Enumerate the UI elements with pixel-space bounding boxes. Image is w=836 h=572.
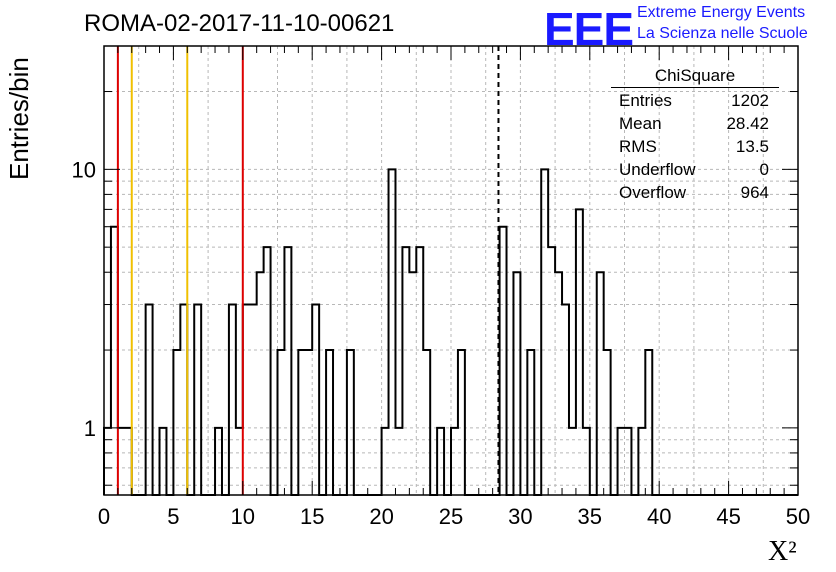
histogram-bin xyxy=(638,428,645,495)
histogram-bin xyxy=(500,227,507,495)
histogram-bin xyxy=(118,428,125,495)
histogram-bin xyxy=(416,247,423,495)
histogram-bin xyxy=(180,305,187,495)
histogram-bin xyxy=(513,272,520,495)
histogram-bin xyxy=(541,169,548,495)
histogram-bin xyxy=(597,272,604,495)
y-tick-label: 10 xyxy=(72,157,96,182)
histogram-bin xyxy=(437,428,444,495)
histogram-bin xyxy=(382,428,389,495)
histogram-bin xyxy=(451,428,458,495)
brand-line-2: La Scienza nelle Scuole xyxy=(637,25,808,42)
histogram-bin xyxy=(527,350,534,495)
histogram-bin xyxy=(618,428,625,495)
stats-row-underflow: Underflow 0 xyxy=(611,158,779,181)
histogram-bin xyxy=(576,209,583,495)
histogram-bin xyxy=(625,428,632,495)
x-tick-label: 35 xyxy=(578,504,602,529)
histogram-bin xyxy=(555,272,562,495)
histogram-bin xyxy=(243,305,250,495)
histogram-bin xyxy=(562,305,569,495)
brand-line-1: Extreme Energy Events xyxy=(637,4,806,21)
histogram-bin xyxy=(264,247,271,495)
histogram-bin xyxy=(548,247,555,495)
stats-value: 964 xyxy=(740,183,769,202)
histogram-bin xyxy=(312,305,319,495)
stats-box: ChiSquare Entries 1202 Mean 28.42 RMS 13.5 … xyxy=(611,66,779,204)
histogram-bin xyxy=(458,350,465,495)
x-tick-label: 25 xyxy=(439,504,463,529)
stats-row-entries: Entries 1202 xyxy=(611,89,779,112)
stats-label: Entries xyxy=(619,91,672,110)
stats-value: 1202 xyxy=(731,91,769,110)
histogram-bin xyxy=(298,350,305,495)
chart-title: ROMA-02-2017-11-10-00621 xyxy=(84,10,395,37)
stats-row-rms: RMS 13.5 xyxy=(611,135,779,158)
stats-label: Underflow xyxy=(619,160,696,179)
stats-value: 28.42 xyxy=(726,114,769,133)
histogram-bin xyxy=(250,305,257,495)
histogram-bin xyxy=(215,428,222,495)
stats-row-mean: Mean 28.42 xyxy=(611,112,779,135)
histogram-bin xyxy=(389,169,396,495)
x-tick-label: 20 xyxy=(369,504,393,529)
eee-logo: EEE xyxy=(544,3,634,55)
stats-label: Overflow xyxy=(619,183,687,202)
x-tick-label: 45 xyxy=(716,504,740,529)
y-tick-label: 1 xyxy=(84,416,96,441)
x-tick-label: 5 xyxy=(167,504,179,529)
histogram-bin xyxy=(305,350,312,495)
histogram-bin xyxy=(194,305,201,495)
x-tick-label: 0 xyxy=(98,504,110,529)
histogram-bin xyxy=(409,272,416,495)
histogram-bin xyxy=(569,428,576,495)
histogram-bin xyxy=(395,428,402,495)
histogram-bin xyxy=(604,350,611,495)
histogram-bin xyxy=(236,428,243,495)
y-axis-label: Entries/bin xyxy=(4,57,34,180)
stats-label: Mean xyxy=(619,114,662,133)
stats-value: 0 xyxy=(759,160,769,179)
histogram-bin xyxy=(347,350,354,495)
x-tick-label: 30 xyxy=(508,504,532,529)
x-axis-label: X² xyxy=(768,536,797,567)
histogram-bin xyxy=(645,350,652,495)
histogram-bin xyxy=(402,247,409,495)
stats-value: 13.5 xyxy=(735,137,769,156)
histogram-bin xyxy=(284,247,291,495)
histogram-bin xyxy=(326,350,333,495)
histogram-bin xyxy=(583,428,590,495)
histogram-bin xyxy=(160,428,167,495)
histogram-bin xyxy=(278,350,285,495)
histogram-bin xyxy=(146,305,153,495)
histogram-bin xyxy=(423,350,430,495)
x-tick-label: 10 xyxy=(231,504,255,529)
x-tick-label: 15 xyxy=(300,504,324,529)
histogram-bin xyxy=(229,305,236,495)
histogram-bin xyxy=(257,272,264,495)
stats-row-overflow: Overflow 964 xyxy=(611,181,779,204)
x-tick-label: 40 xyxy=(647,504,671,529)
x-tick-label: 50 xyxy=(786,504,810,529)
histogram-bin xyxy=(111,227,118,495)
stats-title: ChiSquare xyxy=(611,66,779,88)
histogram-bin xyxy=(173,350,180,495)
histogram-bin xyxy=(125,428,132,495)
stats-label: RMS xyxy=(619,137,657,156)
